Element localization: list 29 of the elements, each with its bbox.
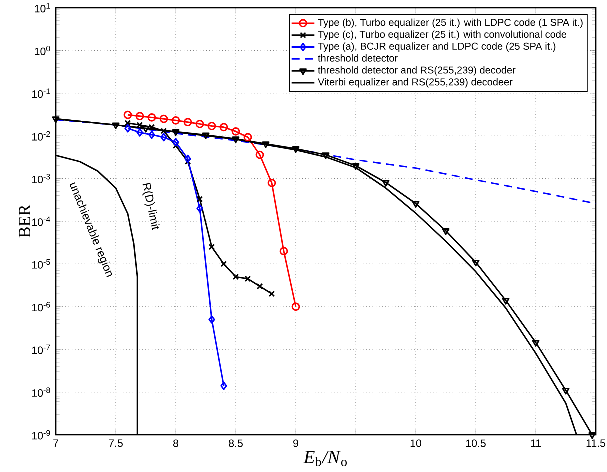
x-tick-label: 7 — [54, 440, 58, 448]
y-tick-label: 10$^{1}$ — [35, 3, 50, 13]
y-tick-label: 10$^{-4}$ — [32, 216, 50, 226]
legend-label: Viterbi equalizer and RS(255,239) decodeer — [318, 78, 513, 88]
x-tick-label: 7.5 — [109, 440, 123, 448]
y-tick-label: 10$^{-6}$ — [32, 302, 50, 312]
x-tick-label: 10 — [410, 440, 422, 448]
y-tick-label: 10$^{-7}$ — [32, 344, 50, 354]
y-tick-label: 10$^{-8}$ — [32, 388, 50, 398]
legend-label: Type (a), BCJR equalizer and LDPC code (25 SPA it.) — [318, 42, 556, 52]
x-tick-label: 9 — [294, 440, 298, 448]
x-tick-label: 8.5 — [229, 440, 243, 448]
y-tick-label: 10$^{-5}$ — [32, 260, 50, 269]
x-tick-label: 11.5 — [586, 440, 606, 448]
legend-label: Type (b), Turbo equalizer (25 it.) with LDPC code (1 SPA it.) — [318, 18, 583, 28]
y-tick-label: 10$^{-3}$ — [32, 174, 50, 184]
x-tick-label: 8 — [173, 440, 178, 448]
legend-label: threshold detector — [318, 54, 398, 62]
x-tick-label: 11 — [531, 440, 542, 448]
y-axis-title: BER — [19, 204, 30, 238]
y-tick-label: 10$^{-1}$ — [32, 88, 50, 98]
legend-label: Type (c), Turbo equalizer (25 it.) with convolutional code — [318, 30, 567, 40]
x-axis-title: E$_{b}$/N$_{o}$ — [304, 451, 347, 466]
y-tick-label: 10$^{-9}$ — [32, 430, 50, 440]
x-tick-label: 10.5 — [466, 440, 486, 448]
annotation: R(D)-limit — [142, 183, 160, 230]
legend-label: threshold detector and RS(255,239) decoder — [318, 66, 516, 76]
y-tick-label: 10$^{0}$ — [35, 46, 50, 56]
y-tick-label: 10$^{-2}$ — [32, 131, 50, 141]
